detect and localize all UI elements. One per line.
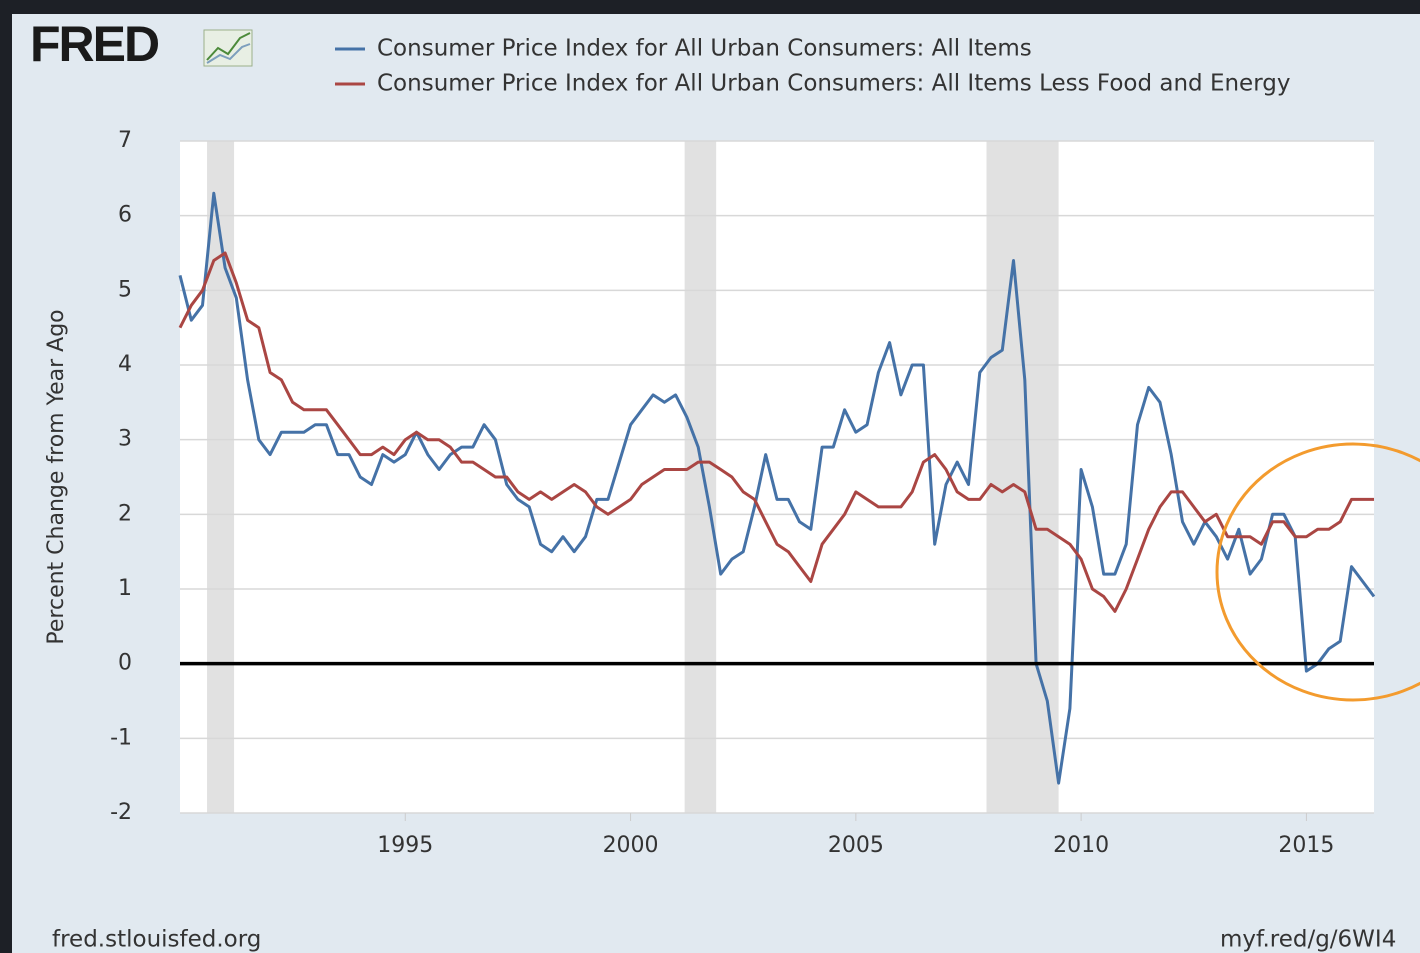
series-line: [178, 191, 1376, 785]
footer-source: fred.stlouisfed.org: [52, 927, 261, 953]
y-tick-label: 0: [118, 651, 132, 676]
y-tick-label: 5: [118, 277, 132, 302]
legend-label: Consumer Price Index for All Urban Consu…: [377, 71, 1290, 97]
y-tick-label: 1: [118, 576, 132, 601]
y-tick-label: 4: [118, 352, 132, 377]
y-axis-label: Percent Change from Year Ago: [44, 309, 69, 644]
y-tick-label: 7: [118, 128, 132, 153]
recession-band: [207, 141, 235, 813]
x-tick-label: 2010: [1053, 833, 1109, 858]
recession-band: [684, 141, 717, 813]
logo-icon: [203, 29, 253, 67]
y-tick-label: 2: [118, 501, 132, 526]
series-line: [178, 251, 1374, 613]
x-tick-label: 2000: [603, 833, 659, 858]
footer-link: myf.red/g/6WI4: [1220, 927, 1396, 953]
y-tick-label: 3: [118, 427, 132, 452]
highlight-circle: [1215, 442, 1420, 702]
x-tick-label: 2015: [1278, 833, 1334, 858]
y-tick-label: -1: [110, 725, 132, 750]
x-tick-label: 2005: [828, 833, 884, 858]
y-tick-label: 6: [118, 203, 132, 228]
y-tick-label: -2: [110, 800, 132, 825]
legend-label: Consumer Price Index for All Urban Consu…: [377, 36, 1032, 62]
x-tick-label: 1995: [377, 833, 433, 858]
logo: FRED: [30, 16, 159, 72]
